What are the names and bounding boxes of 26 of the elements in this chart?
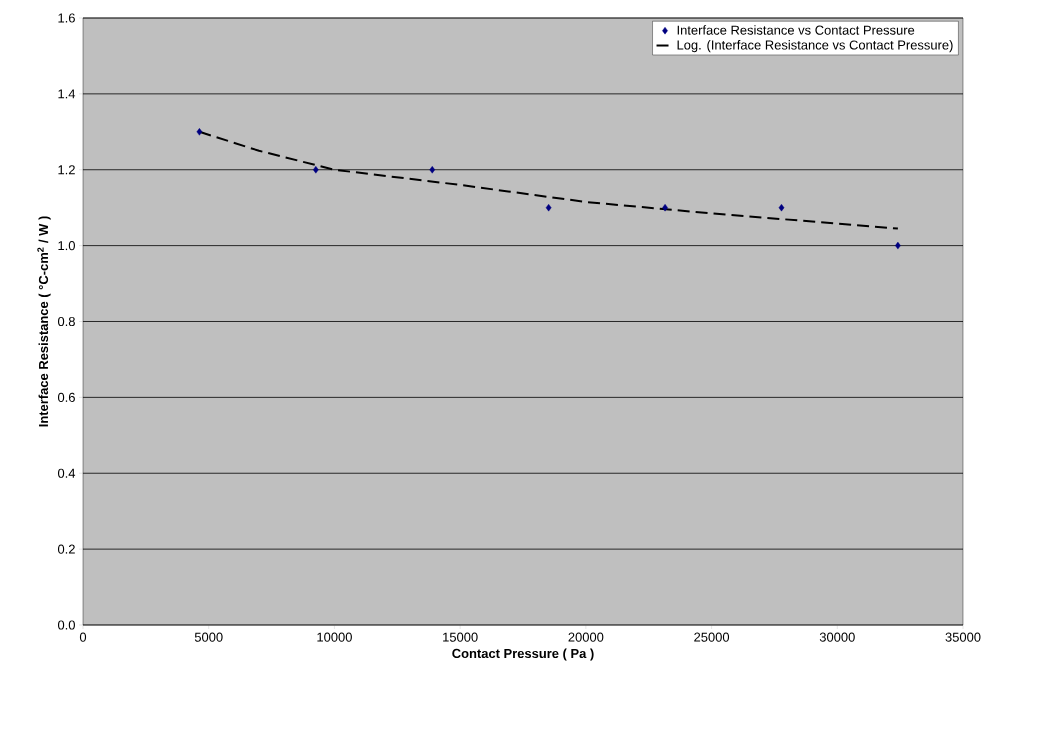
y-tick-label: 1.2	[58, 165, 75, 175]
point	[545, 203, 552, 212]
point	[429, 166, 436, 174]
x-tick-label: 25000	[694, 632, 730, 642]
y-tick-label: 1.0	[58, 241, 75, 251]
y-tick-label: 0.0	[57, 620, 75, 630]
y-axis-title: Interface Resistance ( °C-cm$^{2}$ / W )	[37, 216, 51, 427]
point	[313, 166, 319, 174]
y-tick-label: 0.2	[57, 544, 75, 554]
x-tick-label: 30000	[819, 632, 855, 642]
legend-label: Interface Resistance vs Contact Pressure	[677, 25, 915, 35]
x-tick-label: 5000	[194, 632, 223, 642]
y-tick-label: 1.4	[58, 89, 76, 99]
point	[778, 203, 785, 212]
x-tick-label: 10000	[317, 632, 352, 642]
legend-label: Log. (Interface Resistance vs Contact Pressure)	[677, 40, 953, 53]
x-tick-label: 35000	[945, 632, 981, 642]
point	[196, 128, 203, 136]
x-tick-label: 0	[79, 632, 87, 642]
y-tick-label: 0.4	[57, 468, 76, 478]
y-tick-label: 0.6	[57, 392, 75, 402]
x-axis-title: Contact Pressure ( Pa )	[452, 648, 594, 661]
x-tick-label: 20000	[568, 632, 604, 642]
x-tick-label: 15000	[443, 632, 478, 642]
y-tick-label: 1.6	[58, 13, 75, 23]
y-tick-label: 0.8	[57, 316, 75, 327]
